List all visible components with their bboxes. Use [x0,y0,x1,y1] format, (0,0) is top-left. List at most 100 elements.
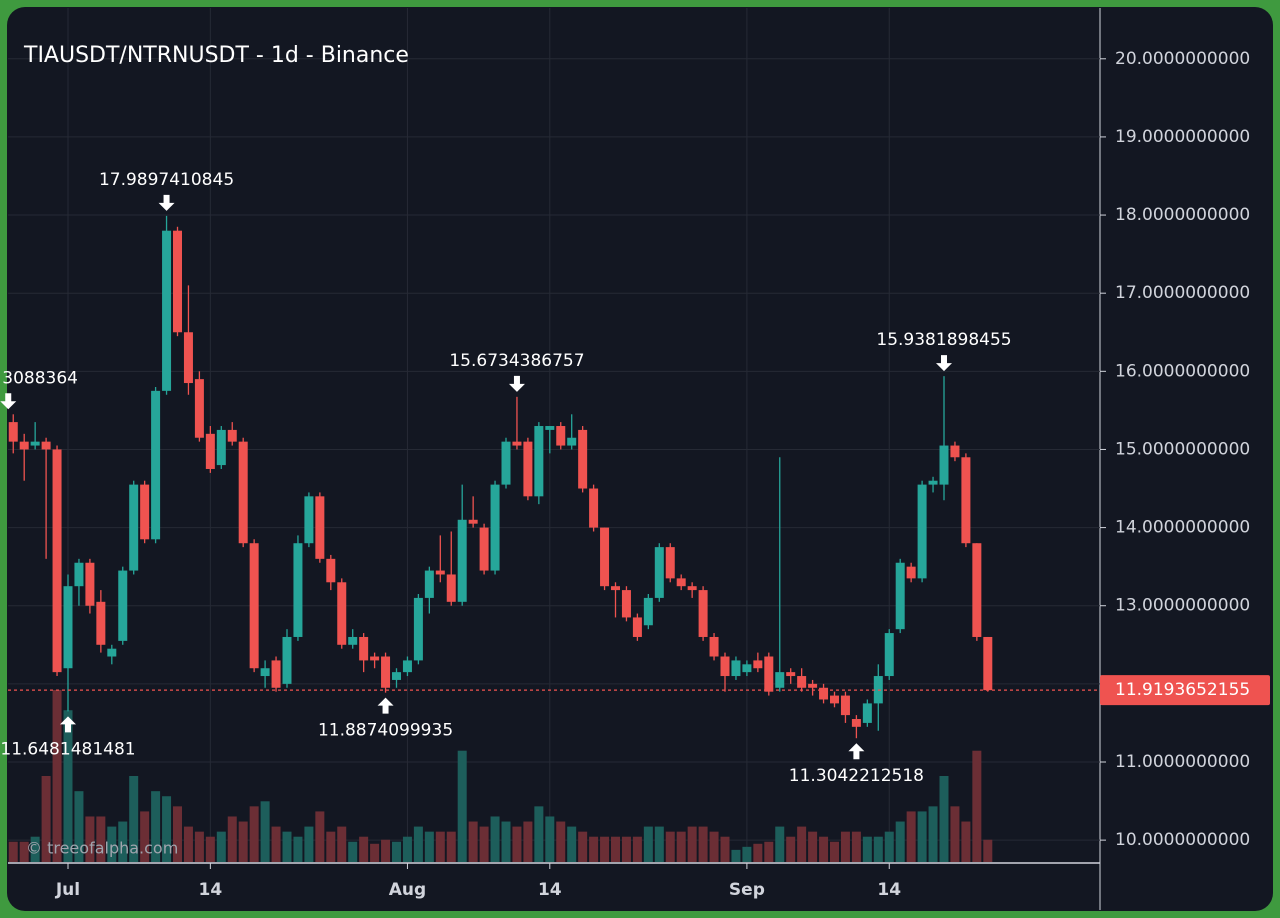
x-tick-label: 14 [199,880,223,900]
volume-bar [961,821,971,862]
candle-body [578,429,588,489]
y-tick-label: 13.0000000000 [1115,596,1250,616]
candle-body [545,426,555,430]
volume-bar [676,831,686,862]
volume-bar [775,826,785,862]
volume-bar [413,826,423,862]
candle-body [600,527,610,587]
candle-body [501,441,511,485]
candle-body [479,527,489,571]
volume-bar [162,796,172,862]
volume-bar [512,826,522,862]
volume-bar [687,826,697,862]
candle-body [534,426,544,497]
volume-bar [194,831,204,862]
candle-body [797,676,807,688]
volume-bar [85,816,95,862]
volume-bar [140,811,150,862]
candle-body [337,582,347,645]
volume-bar [74,791,84,862]
candle-body [359,636,369,661]
candle-body [830,695,839,704]
volume-bar [446,831,456,862]
volume-bar [643,826,653,862]
candle-body [315,496,325,559]
volume-bar [556,821,566,862]
volume-bar [862,836,872,862]
candle-body [983,636,993,691]
candle-body [840,695,850,716]
candle-body [775,672,785,688]
volume-bar [326,831,336,862]
candle-body [676,578,686,587]
candle-body [249,543,259,669]
volume-bar [501,821,511,862]
candle-body [939,445,949,485]
volume-bar [402,836,412,862]
candle-body [216,429,226,466]
volume-bar [435,831,445,862]
candle-body [950,445,960,458]
candle-body [402,660,412,673]
volume-bar [621,836,631,862]
candle-body [709,636,719,657]
candle-body [972,543,982,637]
volume-bar [337,826,347,862]
volume-bar [457,750,467,862]
low-label: 11.8874099935 [318,721,453,741]
arrow [0,393,17,410]
volume-bar [851,831,861,862]
candle-body [589,488,599,528]
candle-body [413,597,423,661]
volume-bar [392,841,401,862]
volume-bar [764,841,774,862]
candle-body [786,672,796,677]
candle-body [643,597,653,626]
volume-bar [271,826,281,862]
volume-bar [238,821,248,862]
volume-bar [917,811,927,862]
candle-body [304,496,314,544]
candle-body [282,636,292,684]
candle-body [906,566,916,579]
arrow [158,194,175,211]
candle-body [895,562,905,630]
last-price-box [1100,675,1270,706]
arrow [848,743,865,760]
y-tick-label: 10.0000000000 [1115,830,1250,850]
volume-bar [19,841,29,862]
volume-bar [753,843,763,862]
volume-bar [589,836,599,862]
candle-body [512,441,522,446]
y-tick-label: 15.0000000000 [1115,439,1250,459]
candle-body [392,672,401,680]
candle-body [194,379,204,438]
volume-bar [293,836,303,862]
candle-body [720,656,730,677]
y-tick-label: 16.0000000000 [1115,361,1250,381]
candle-body [731,660,741,677]
candle-body [107,648,117,657]
volume-bar [282,831,292,862]
volume-bar [370,843,380,862]
low-label: 11.6481481481 [0,739,135,759]
y-tick-label: 19.0000000000 [1115,127,1250,147]
candle-body [851,719,861,727]
y-tick-label: 18.0000000000 [1115,205,1250,225]
volume-bar [348,841,358,862]
volume-bar [8,841,18,862]
volume-bar [30,836,40,862]
candle-body [687,586,697,591]
candle-body [85,562,95,606]
candle-body [742,664,752,673]
volume-bar [424,831,434,862]
candle-body [96,601,106,645]
volume-layer [8,690,993,862]
candle-body [764,656,774,692]
volume-bar [830,841,839,862]
volume-bar [523,821,533,862]
volume-bar [359,836,369,862]
candle-body [381,656,391,688]
volume-bar [906,811,916,862]
